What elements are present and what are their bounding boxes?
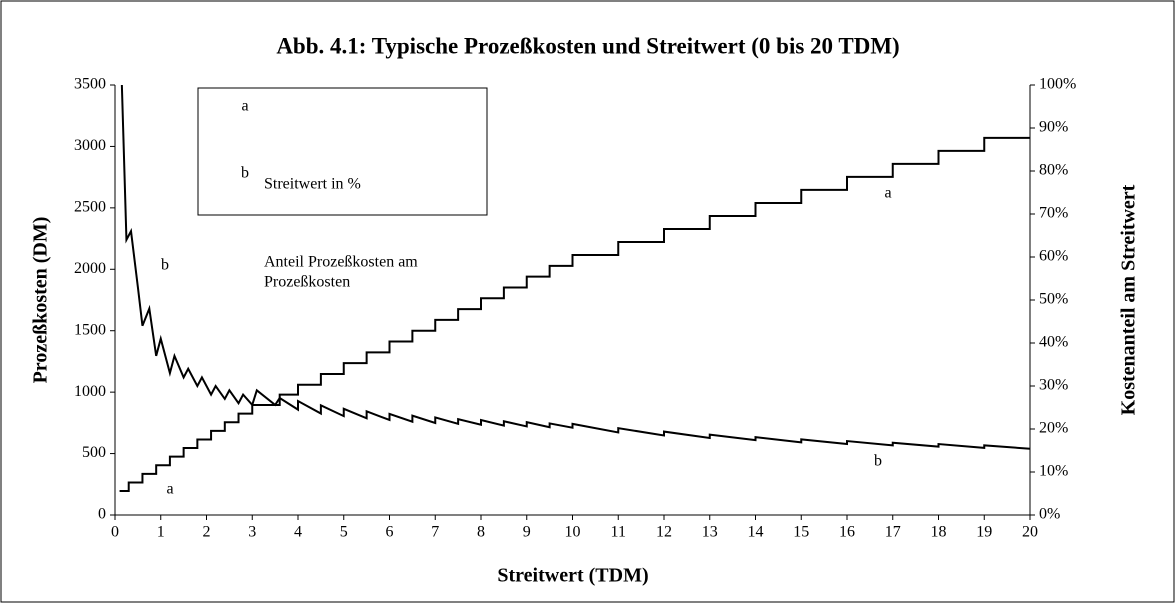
y2-tick-label: 80% bbox=[1039, 162, 1068, 179]
y2-tick-label: 10% bbox=[1039, 463, 1068, 480]
x-tick-label: 16 bbox=[839, 524, 855, 541]
annotation: b bbox=[874, 453, 882, 470]
x-tick-label: 6 bbox=[386, 524, 394, 541]
x-tick-label: 0 bbox=[111, 524, 119, 541]
x-tick-label: 5 bbox=[340, 524, 348, 541]
y-tick-label: 3000 bbox=[74, 137, 106, 154]
x-tick-label: 7 bbox=[431, 524, 439, 541]
y-tick-label: 1000 bbox=[74, 383, 106, 400]
y-tick-label: 2000 bbox=[74, 260, 106, 277]
y-tick-label: 1500 bbox=[74, 321, 106, 338]
y2-tick-label: 30% bbox=[1039, 377, 1068, 394]
x-tick-label: 11 bbox=[611, 524, 626, 541]
x-tick-label: 19 bbox=[976, 524, 992, 541]
x-tick-label: 2 bbox=[203, 524, 211, 541]
y2-tick-label: 90% bbox=[1039, 119, 1068, 136]
x-tick-label: 18 bbox=[931, 524, 947, 541]
x-tick-label: 1 bbox=[157, 524, 165, 541]
x-tick-label: 20 bbox=[1022, 524, 1038, 541]
x-tick-label: 12 bbox=[656, 524, 672, 541]
y2-tick-label: 0% bbox=[1039, 506, 1060, 523]
annotation: a bbox=[166, 481, 173, 498]
series-line bbox=[119, 136, 1030, 493]
y2-tick-label: 70% bbox=[1039, 205, 1068, 222]
x-tick-label: 14 bbox=[748, 524, 764, 541]
y2-tick-label: 60% bbox=[1039, 248, 1068, 265]
x-tick-label: 17 bbox=[885, 524, 901, 541]
y-tick-label: 3500 bbox=[74, 76, 106, 93]
legend-text: Prozeßkosten bbox=[264, 274, 350, 291]
legend-text: Anteil Prozeßkosten am bbox=[264, 254, 418, 271]
x-tick-label: 3 bbox=[248, 524, 256, 541]
x-tick-label: 9 bbox=[523, 524, 531, 541]
x-axis-label: Streitwert (TDM) bbox=[497, 565, 648, 587]
legend-key: b bbox=[241, 165, 249, 182]
legend-box bbox=[197, 87, 488, 216]
x-tick-label: 10 bbox=[565, 524, 581, 541]
y2-tick-label: 100% bbox=[1039, 76, 1076, 93]
legend-text: Streitwert in % bbox=[264, 176, 361, 193]
x-tick-label: 4 bbox=[294, 524, 302, 541]
y-axis-label: Prozeßkosten (DM) bbox=[30, 217, 52, 384]
y-tick-label: 0 bbox=[98, 506, 106, 523]
series-line bbox=[120, 84, 1031, 450]
chart-title: Abb. 4.1: Typische Prozeßkosten und Stre… bbox=[276, 33, 899, 58]
y-tick-label: 2500 bbox=[74, 199, 106, 216]
legend-key: a bbox=[241, 98, 248, 115]
annotation: a bbox=[884, 185, 891, 202]
y2-tick-label: 40% bbox=[1039, 334, 1068, 351]
x-tick-label: 15 bbox=[793, 524, 809, 541]
x-tick-label: 8 bbox=[477, 524, 485, 541]
y2-tick-label: 50% bbox=[1039, 291, 1068, 308]
x-tick-label: 13 bbox=[702, 524, 718, 541]
y2-axis-label: Kostenanteil am Streitwert bbox=[1118, 184, 1140, 415]
y-tick-label: 500 bbox=[82, 444, 106, 461]
y2-tick-label: 20% bbox=[1039, 420, 1068, 437]
annotation: b bbox=[161, 257, 169, 274]
